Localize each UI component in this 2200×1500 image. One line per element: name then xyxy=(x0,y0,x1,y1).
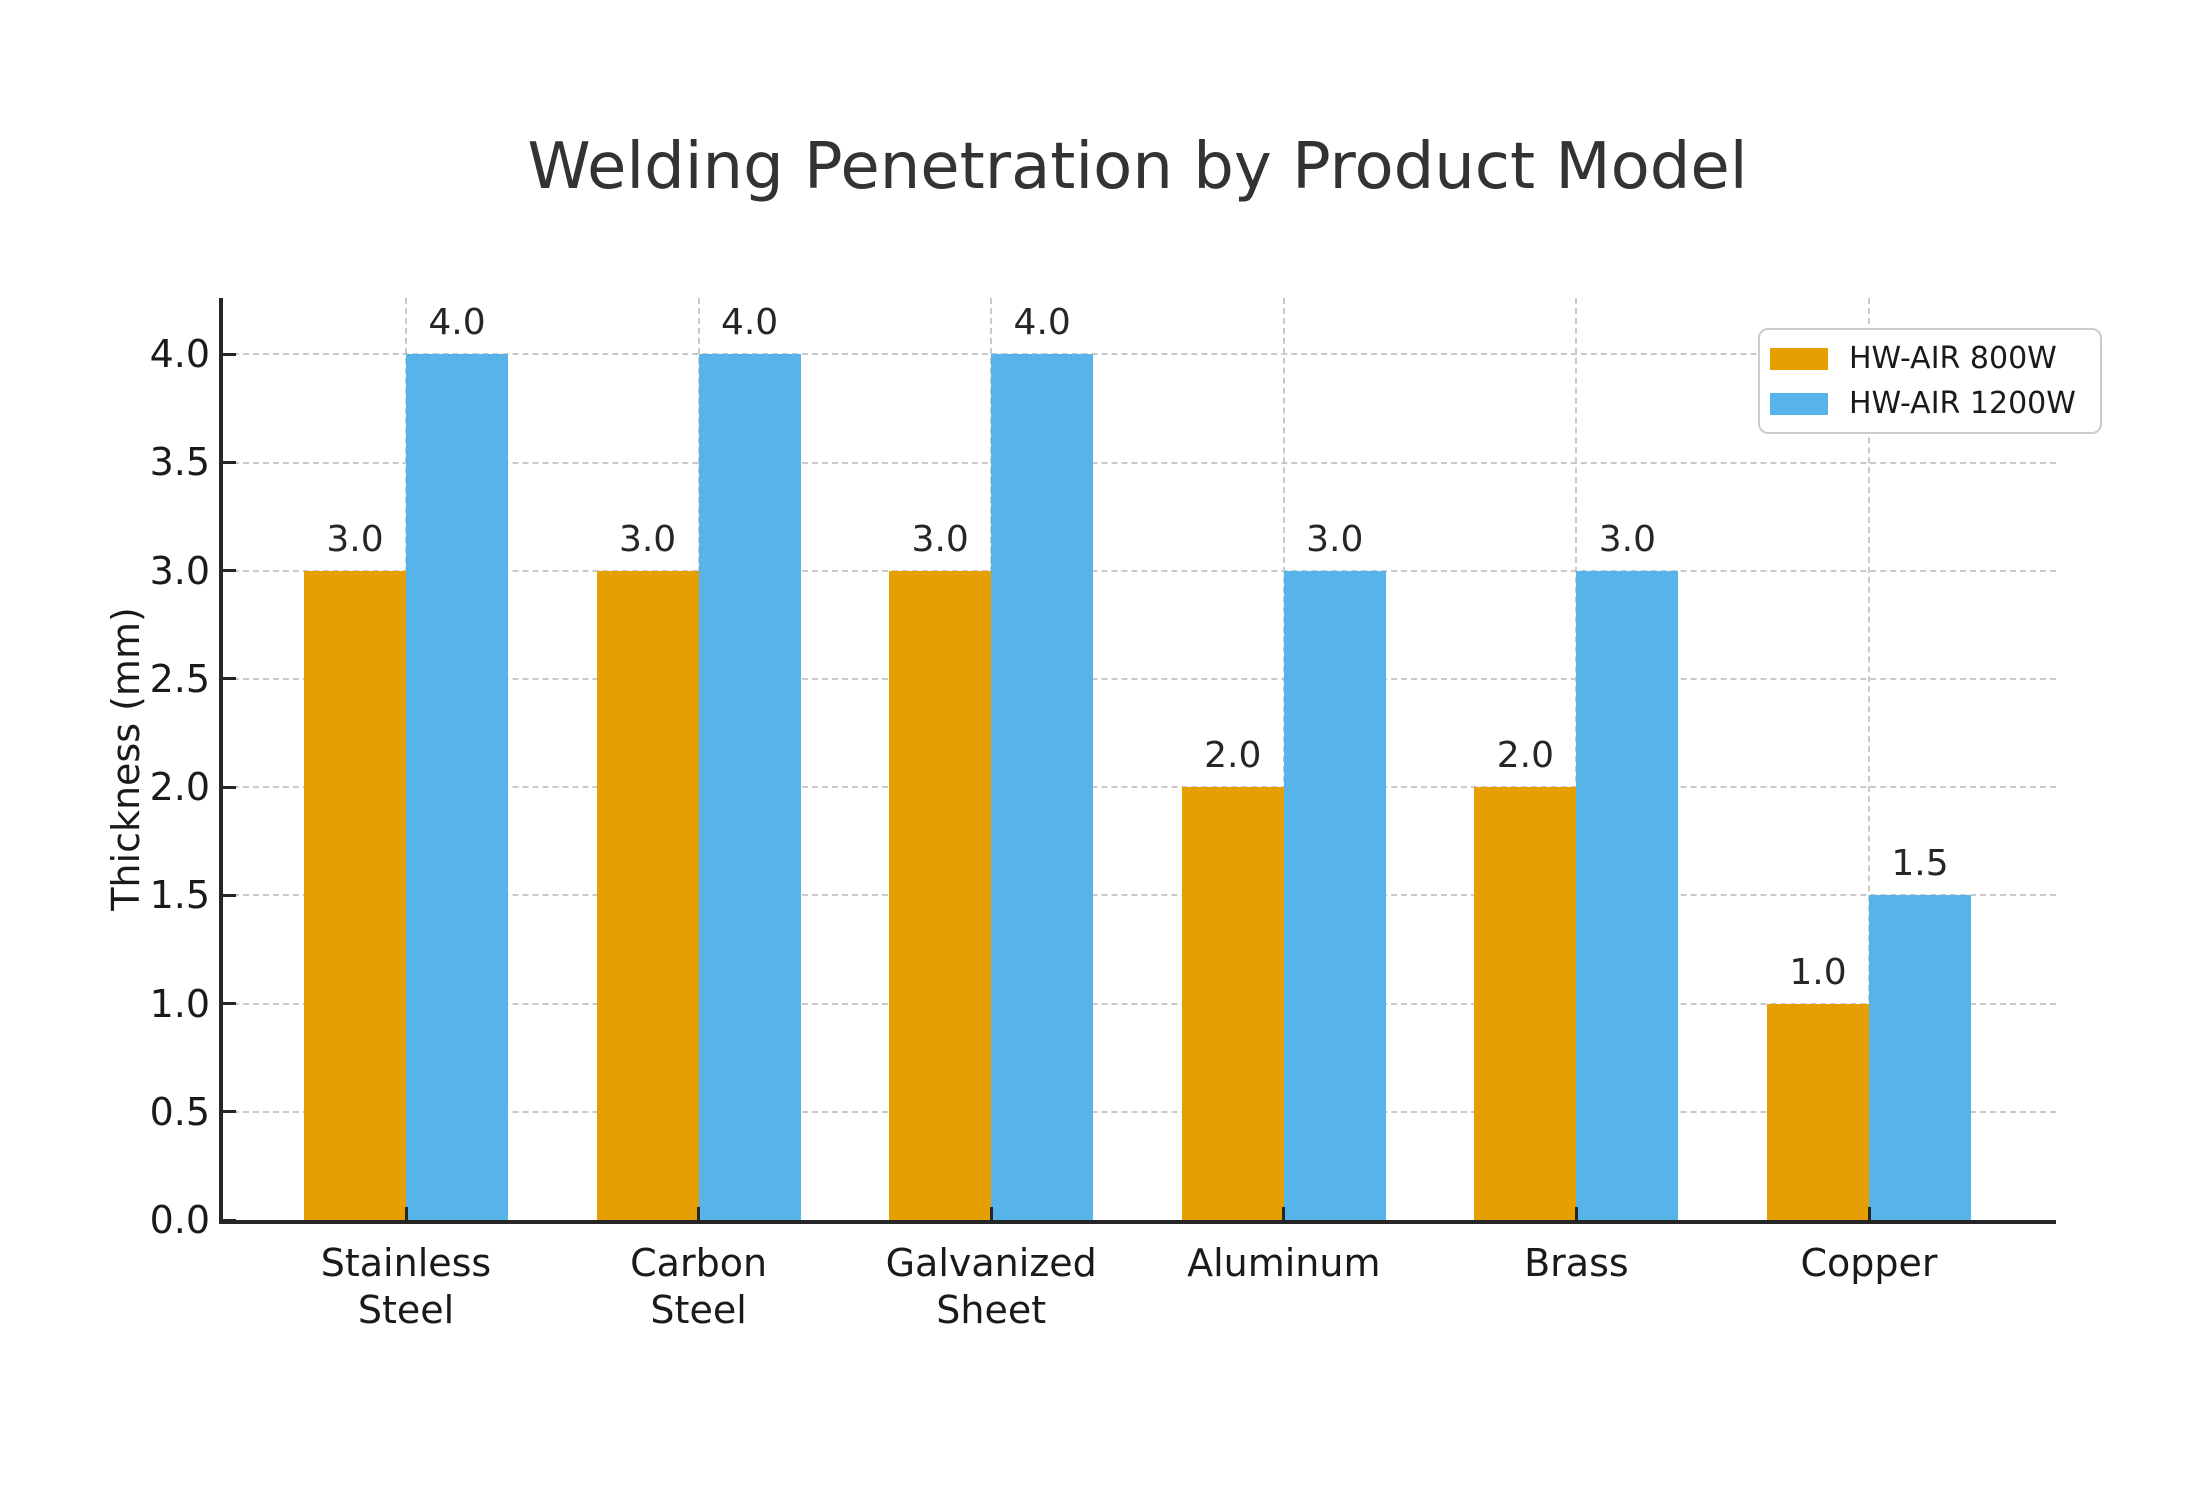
legend-swatch-1200w-icon xyxy=(1770,392,1828,415)
bar-value-label: 3.0 xyxy=(1598,518,1657,560)
legend: HW-AIR 800W HW-AIR 1200W xyxy=(1758,328,2102,434)
bar-value-label: 4.0 xyxy=(428,302,486,344)
x-tick xyxy=(404,1207,408,1220)
bar-value-label: 3.0 xyxy=(326,518,384,560)
legend-item-hw-air-800w: HW-AIR 800W xyxy=(1770,342,2076,375)
y-tick xyxy=(223,460,236,464)
bar-value-label: 3.0 xyxy=(618,518,677,560)
x-tick xyxy=(697,1207,701,1220)
gridline-horizontal xyxy=(223,1002,2056,1005)
x-tick-label-line: Brass xyxy=(1524,1241,1629,1285)
y-tick-label: 1.5 xyxy=(149,873,210,918)
y-tick-label: 3.5 xyxy=(149,440,210,485)
gridline-horizontal xyxy=(223,894,2056,897)
y-tick xyxy=(223,677,236,681)
gridline-horizontal xyxy=(223,353,2056,356)
y-tick-label: 4.0 xyxy=(149,332,210,377)
bar-hw-air-1200w-aluminum xyxy=(1283,570,1386,1220)
bar-value-label: 3.0 xyxy=(911,518,969,560)
bar-hw-air-1200w-brass xyxy=(1576,570,1679,1220)
y-tick xyxy=(223,1110,236,1114)
y-tick-label: 2.5 xyxy=(149,656,210,701)
x-tick-label-line: Galvanized xyxy=(885,1241,1097,1285)
chart-title: Welding Penetration by Product Model xyxy=(527,130,1748,204)
x-tick-label: Stainless Steel xyxy=(246,1240,566,1334)
x-tick-label-line: Steel xyxy=(357,1288,455,1332)
gridline-horizontal xyxy=(223,1110,2056,1113)
x-tick-label-line: Carbon xyxy=(630,1241,768,1285)
bar-value-label: 3.0 xyxy=(1306,518,1364,560)
x-tick-label-line: Aluminum xyxy=(1187,1241,1381,1285)
y-tick xyxy=(223,1218,236,1222)
bar-hw-air-800w-stainless-steel xyxy=(304,570,406,1220)
x-tick xyxy=(1867,1207,1871,1220)
plot-area: 3.0 3.0 3.0 2.0 2.0 1.0 4.0 4.0 4.0 3.0 3.0 1.5 xyxy=(219,298,2056,1224)
x-tick xyxy=(1574,1207,1578,1220)
bar-hw-air-800w-carbon-steel xyxy=(596,570,699,1220)
bar-hw-air-1200w-stainless-steel xyxy=(406,354,508,1220)
x-tick xyxy=(1282,1207,1286,1220)
bar-value-label: 1.0 xyxy=(1789,951,1847,993)
bar-value-label: 4.0 xyxy=(1013,302,1071,344)
bar-value-label: 2.0 xyxy=(1204,735,1262,777)
y-tick xyxy=(223,785,236,789)
y-tick-label: 1.0 xyxy=(149,981,210,1026)
gridline-horizontal xyxy=(223,677,2056,680)
bar-hw-air-800w-galvanized-sheet xyxy=(889,570,992,1220)
x-tick-label: Copper xyxy=(1709,1240,2029,1287)
x-tick-label-line: Copper xyxy=(1800,1241,1938,1285)
x-tick-label-line: Sheet xyxy=(936,1288,1047,1332)
bar-hw-air-1200w-copper xyxy=(1869,895,1971,1220)
y-tick-label: 0.5 xyxy=(149,1089,210,1134)
gridline-vertical xyxy=(1868,298,1870,1220)
y-tick xyxy=(223,352,236,356)
y-tick-label: 2.0 xyxy=(149,765,210,810)
y-tick xyxy=(223,569,236,573)
y-tick xyxy=(223,1002,236,1006)
x-tick-label: Galvanized Sheet xyxy=(831,1240,1151,1334)
x-tick-label: Brass xyxy=(1416,1240,1736,1287)
x-tick-label-line: Steel xyxy=(650,1288,747,1332)
bar-value-label: 1.5 xyxy=(1891,843,1949,885)
y-axis-title: Thickness (mm) xyxy=(104,607,148,911)
y-tick-label: 3.0 xyxy=(149,548,210,593)
x-tick-label: Carbon Steel xyxy=(539,1240,859,1334)
x-tick-label-line: Stainless xyxy=(320,1241,492,1285)
bar-value-label: 4.0 xyxy=(720,302,779,344)
y-tick-label: 0.0 xyxy=(149,1198,210,1242)
legend-label-800w: HW-AIR 800W xyxy=(1849,341,2057,376)
gridline-horizontal xyxy=(223,461,2056,464)
gridline-horizontal xyxy=(223,786,2056,789)
legend-swatch-800w-icon xyxy=(1770,347,1828,370)
x-tick xyxy=(989,1207,993,1220)
bar-hw-air-1200w-carbon-steel xyxy=(698,354,801,1220)
y-tick xyxy=(223,893,236,897)
bar-hw-air-800w-copper xyxy=(1767,1003,1869,1220)
gridline-horizontal xyxy=(223,569,2056,572)
bar-hw-air-800w-aluminum xyxy=(1181,787,1284,1220)
bar-hw-air-1200w-galvanized-sheet xyxy=(991,354,1094,1220)
legend-label-1200w: HW-AIR 1200W xyxy=(1849,386,2076,421)
legend-item-hw-air-1200w: HW-AIR 1200W xyxy=(1770,387,2076,420)
bar-hw-air-800w-brass xyxy=(1474,787,1577,1220)
x-tick-label: Aluminum xyxy=(1124,1240,1444,1287)
bar-value-label: 2.0 xyxy=(1496,735,1555,777)
